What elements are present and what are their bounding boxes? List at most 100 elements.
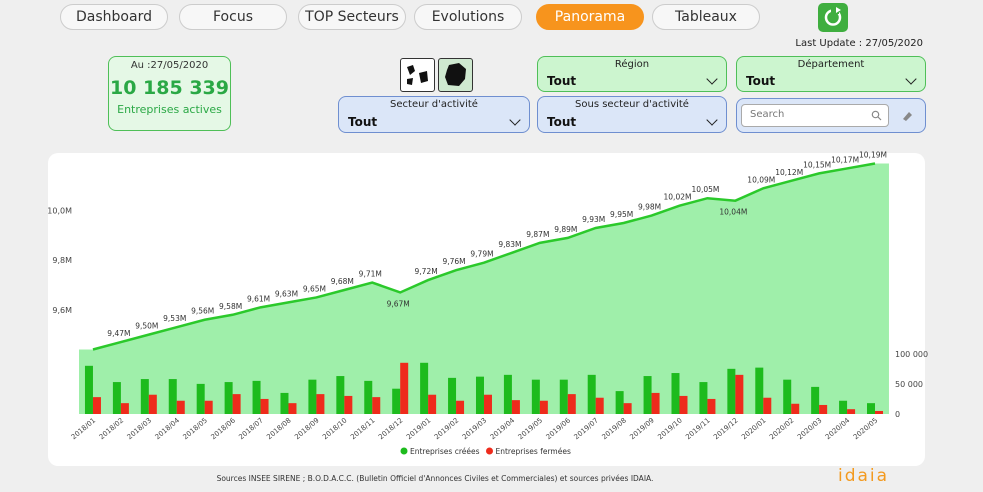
data-label: 9,72M [415, 267, 438, 276]
y-tick-label: 10,0M [47, 207, 72, 216]
last-update: Last Update : 27/05/2020 [795, 38, 923, 49]
filter-label: Région [614, 59, 650, 70]
data-label: 10,17M [831, 155, 859, 164]
filter-dropdown[interactable]: Département Tout [736, 56, 926, 92]
bar [140, 379, 149, 414]
bar [483, 394, 492, 414]
eraser-icon[interactable] [900, 109, 914, 123]
bar [224, 382, 233, 414]
map-icon[interactable] [438, 58, 473, 92]
bar [511, 400, 520, 414]
x-tick-label: 2019/09 [628, 416, 655, 441]
legend-marker [486, 447, 493, 455]
x-tick-label: 2019/05 [517, 416, 544, 441]
kpi-card: Au :27/05/2020 10 185 339 Entreprises ac… [108, 56, 231, 131]
y2-tick-label: 50 000 [895, 380, 923, 389]
nav-tab[interactable]: Focus [179, 4, 287, 30]
bar [643, 376, 652, 414]
bar [503, 374, 512, 414]
bar [699, 382, 708, 414]
bar [232, 394, 241, 414]
bar [336, 376, 345, 414]
x-tick-label: 2018/04 [154, 416, 182, 441]
search-input[interactable]: Search [741, 104, 889, 127]
bar [364, 380, 373, 414]
map-icon[interactable] [400, 58, 435, 92]
bar [735, 374, 744, 414]
x-tick-label: 2019/06 [545, 416, 573, 441]
bar [875, 410, 884, 414]
nav-tab[interactable]: TOP Secteurs [298, 4, 406, 30]
bar [475, 376, 484, 414]
bar [252, 380, 261, 414]
data-label: 9,63M [275, 289, 298, 298]
filter-dropdown[interactable]: Région Tout [537, 56, 727, 92]
line [92, 162, 876, 351]
bar [595, 397, 604, 414]
filter-value: Tout [547, 115, 577, 129]
filter-dropdown[interactable]: Secteur d'activité Tout [338, 96, 530, 133]
x-tick-label: 2020/04 [824, 416, 852, 441]
bar [755, 367, 764, 414]
filter-dropdown[interactable]: Sous secteur d'activité Tout [537, 96, 727, 133]
data-label: 9,79M [470, 250, 493, 259]
data-label: 9,98M [638, 203, 661, 212]
x-tick-label: 2018/09 [293, 416, 320, 441]
bar [420, 362, 429, 414]
bar [344, 395, 353, 414]
bar [623, 403, 632, 414]
bar [448, 377, 457, 414]
data-label: 10,12M [775, 168, 803, 177]
x-tick-label: 2018/10 [321, 416, 348, 441]
bar [168, 379, 177, 414]
y2-tick-label: 100 000 [895, 350, 928, 359]
x-tick-label: 2018/03 [126, 416, 153, 441]
bar [392, 388, 401, 414]
bar [763, 397, 772, 414]
x-tick-label: 2019/11 [684, 416, 711, 441]
x-tick-label: 2018/12 [377, 416, 404, 441]
bar [819, 404, 828, 414]
legend-label: Entreprises créées [410, 447, 480, 456]
search-placeholder: Search [750, 109, 785, 120]
bar [707, 398, 716, 414]
bar [204, 400, 213, 414]
data-label: 9,95M [610, 210, 633, 219]
bar [456, 400, 465, 414]
nav-tab[interactable]: Evolutions [414, 4, 522, 30]
bar [92, 397, 101, 414]
data-label: 9,71M [359, 270, 382, 279]
data-label: 9,58M [219, 302, 242, 311]
kpi-date: Au :27/05/2020 [130, 60, 209, 71]
x-tick-label: 2019/07 [573, 416, 600, 441]
x-tick-label: 2018/11 [349, 416, 376, 441]
data-label: 9,83M [498, 240, 521, 249]
x-tick-label: 2019/02 [433, 416, 460, 441]
data-label: 9,93M [582, 215, 605, 224]
data-label: 10,15M [803, 160, 831, 169]
bar [372, 397, 381, 414]
refresh-button[interactable] [818, 3, 848, 32]
bar [567, 394, 576, 414]
x-tick-label: 2018/05 [182, 416, 209, 441]
nav-tab[interactable]: Panorama [536, 4, 644, 30]
nav-tab[interactable]: Dashboard [60, 4, 168, 30]
bar [727, 368, 736, 414]
data-label: 9,47M [107, 329, 130, 338]
filter-label: Secteur d'activité [390, 99, 478, 110]
x-tick-label: 2018/08 [265, 416, 292, 441]
y2-tick-label: 0 [895, 410, 900, 419]
bar [587, 374, 596, 414]
nav-tab[interactable]: Tableaux [652, 4, 760, 30]
data-label: 10,05M [691, 185, 719, 194]
filter-value: Tout [348, 115, 378, 129]
search-box: Search [736, 98, 926, 133]
x-tick-label: 2019/12 [712, 416, 739, 441]
bar [559, 379, 568, 414]
bar [428, 394, 437, 414]
x-tick-label: 2020/02 [768, 416, 795, 441]
filter-value: Tout [547, 74, 577, 88]
x-tick-label: 2018/07 [237, 416, 264, 441]
x-tick-label: 2020/05 [852, 416, 879, 441]
